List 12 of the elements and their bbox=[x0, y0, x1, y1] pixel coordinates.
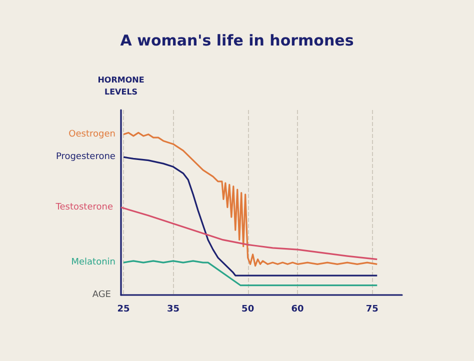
y-axis-title: HORMONE LEVELS bbox=[98, 76, 144, 96]
series-label: Oestrogen bbox=[68, 129, 116, 140]
series-label: Melatonin bbox=[71, 258, 116, 268]
x-axis-title: AGE bbox=[92, 290, 112, 300]
x-tick-label: 50 bbox=[242, 304, 254, 314]
x-tick-label: 25 bbox=[117, 304, 130, 314]
series-label: Progesterone bbox=[56, 152, 116, 162]
chart-title: A woman's life in hormones bbox=[120, 32, 354, 50]
series-label: Testosterone bbox=[54, 202, 114, 212]
x-tick-label: 60 bbox=[291, 304, 304, 314]
x-tick-label: 75 bbox=[366, 304, 378, 314]
x-tick-label: 35 bbox=[166, 304, 180, 314]
